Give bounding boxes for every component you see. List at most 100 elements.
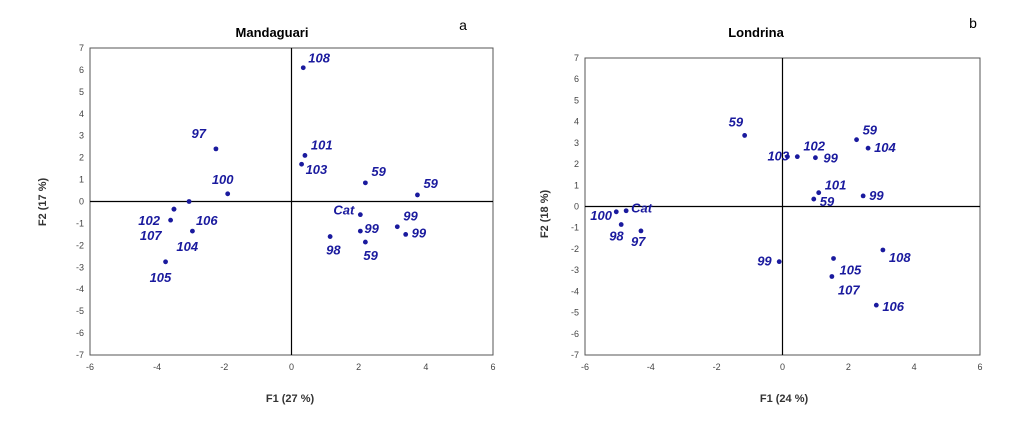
data-point-label: 105 [840,262,862,277]
data-point [362,239,368,245]
data-point-label: Cat [631,201,653,216]
y-axis-label: F2 (18 %) [539,190,551,239]
data-point [327,234,333,239]
data-point-label: 97 [191,126,206,141]
data-point [213,146,219,152]
data-point-label: 99 [869,188,884,203]
y-tick-label: -4 [571,286,579,296]
data-point [163,259,168,265]
data-point [794,154,800,160]
y-tick-label: 1 [574,180,579,190]
data-point-label: 101 [311,137,333,152]
y-tick-label: -2 [571,244,579,254]
data-point-label: 59 [863,123,878,138]
data-point [865,145,871,151]
scatter-panel-mandaguari: Mandaguari a F1 (27 %) F2 (17 %) -6 -4 -2 0… [37,17,496,405]
data-point-label: 104 [176,239,198,254]
data-point [811,196,817,202]
data-point-label: 103 [767,149,789,164]
data-point [880,247,886,253]
y-tick-label: 3 [574,138,579,148]
data-point [190,228,195,234]
data-point [813,155,818,161]
x-tick-label: -6 [86,362,94,372]
y-tick-label: -7 [571,350,579,360]
y-tick-label: 0 [79,197,84,207]
x-tick-label: 4 [423,362,428,372]
data-point-label: 99 [757,254,772,269]
data-point-label: 59 [371,164,386,179]
data-point [299,161,304,167]
x-tick-label: -2 [713,362,721,372]
data-point-label: 104 [874,140,896,155]
data-point [742,133,748,138]
y-tick-label: 2 [574,159,579,169]
data-point-label: 98 [326,243,341,258]
data-point-label: 99 [412,225,427,240]
x-axis-label: F1 (24 %) [760,393,809,405]
data-point [300,65,306,71]
x-tick-label: -2 [220,362,228,372]
y-tick-label: -5 [76,306,84,316]
data-point-label: 98 [609,229,624,244]
y-tick-label: 0 [574,202,579,212]
data-point-label: 59 [820,194,835,209]
data-point [623,208,629,214]
y-tick-label: 6 [79,65,84,75]
panel-title: Londrina [728,25,784,40]
y-tick-label: 1 [79,175,84,185]
y-tick-label: -1 [76,218,84,228]
data-point [613,209,619,215]
x-tick-label: 2 [846,362,851,372]
y-tick-label: -3 [571,265,579,275]
x-tick-label: -6 [581,362,589,372]
y-tick-label: 3 [79,131,84,141]
data-point [873,302,879,308]
y-tick-label: 6 [574,74,579,84]
data-point-label: Cat [333,203,355,218]
data-point [357,228,363,234]
y-tick-label: -2 [76,240,84,250]
data-point-label: 100 [590,208,612,223]
y-tick-label: 4 [79,109,84,119]
x-tick-label: -4 [647,362,655,372]
y-tick-label: -6 [76,328,84,338]
y-tick-label: 7 [79,43,84,53]
y-tick-label: 5 [574,95,579,105]
data-point-label: 106 [882,299,904,314]
x-tick-label: -4 [153,362,161,372]
x-tick-label: 6 [977,362,982,372]
data-point-label: 97 [631,234,646,249]
data-point [415,192,420,198]
data-point [831,256,836,261]
data-point-label: 105 [150,270,172,285]
data-point [854,137,859,143]
y-tick-label: -6 [571,329,579,339]
data-point-label: 59 [363,248,378,263]
x-axis-label: F1 (27 %) [266,393,315,405]
data-point [618,222,624,227]
data-point [186,199,192,204]
data-point [860,193,866,199]
data-point-label: 101 [825,178,847,193]
data-point [816,190,822,196]
data-point [168,217,174,223]
x-tick-label: 0 [289,362,294,372]
data-point-label: 108 [889,250,911,265]
y-tick-label: 5 [79,87,84,97]
y-tick-label: 2 [79,153,84,163]
x-tick-label: 0 [780,362,785,372]
y-tick-label: -5 [571,308,579,318]
data-point-label: 100 [212,172,234,187]
data-point-label: 99 [823,151,838,166]
data-point-label: 59 [423,176,438,191]
data-point [403,231,409,237]
data-point-label: 102 [138,213,160,228]
data-point [302,153,308,158]
y-tick-label: 7 [574,53,579,63]
scatter-panel-londrina: Londrina b F1 (24 %) F2 (18 %) -6 -4 -2 0 2 4… [539,15,983,405]
data-point [638,228,644,234]
panel-letter: b [969,15,977,31]
data-point [785,154,790,160]
x-tick-label: 6 [490,362,495,372]
